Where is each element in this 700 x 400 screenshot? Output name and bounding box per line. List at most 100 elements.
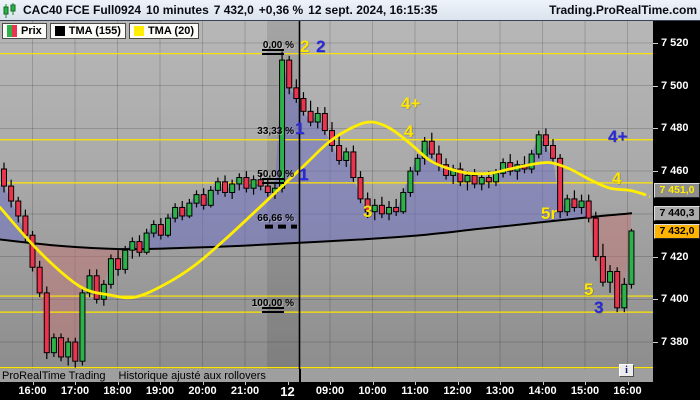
time-tick <box>117 382 119 385</box>
wave-count-annotation[interactable]: 1 <box>299 165 309 184</box>
quote-datetime: 12 sept. 2024, 16:15:35 <box>308 3 438 17</box>
candle-body <box>364 198 371 213</box>
candle-body <box>115 258 122 270</box>
candle-body <box>621 283 628 309</box>
candle-body <box>36 266 43 294</box>
candle-body <box>8 185 15 202</box>
brand-link[interactable]: Trading.ProRealTime.com <box>549 3 697 17</box>
day-separator-line <box>299 369 301 382</box>
time-label: 12:00 <box>443 385 472 397</box>
time-tick <box>330 382 331 385</box>
candle-body <box>585 200 592 219</box>
candles-layer <box>1 51 635 368</box>
price-axis[interactable]: 7 520 7 500 7 480 7 460 7 420 7 400 7 380 7 451… <box>653 21 700 382</box>
time-tick <box>245 382 246 385</box>
time-tick <box>202 382 204 385</box>
fib-level-label[interactable]: 100,00 % <box>251 298 294 310</box>
wave-count-annotation[interactable]: 2 <box>316 37 326 56</box>
wave-count-annotation[interactable]: 4+ <box>401 94 421 113</box>
fib-anchor-ticks <box>262 48 284 55</box>
time-label: 10:00 <box>358 385 387 397</box>
candle-body <box>250 179 257 189</box>
time-tick <box>32 382 34 385</box>
wave-count-annotation[interactable]: 5r <box>541 204 558 223</box>
candle-body <box>614 271 621 309</box>
time-tick <box>585 382 586 385</box>
candle-body <box>29 234 36 268</box>
wave-count-annotation[interactable]: 1 <box>295 119 305 138</box>
price-above-tma-fill <box>140 61 589 249</box>
legend-item-tma20[interactable]: TMA (20) <box>128 23 199 39</box>
candle-body <box>172 206 179 219</box>
price-tick-mark <box>653 85 658 87</box>
fib-level-label[interactable]: 0,00 % <box>262 39 294 51</box>
time-label: 18:00 <box>103 385 132 397</box>
candle-body <box>478 177 485 185</box>
candle-body <box>200 194 207 206</box>
candle-body <box>279 59 286 189</box>
fib-level-label[interactable]: 66,66 % <box>257 212 294 224</box>
time-tick <box>542 382 544 385</box>
time-axis[interactable]: 16:00 17:00 18:00 19:00 20:00 21:00 12 09:00 10:… <box>0 382 700 400</box>
time-tick <box>372 382 374 385</box>
candle-body <box>357 177 364 200</box>
time-label: 19:00 <box>145 385 175 397</box>
candle-body <box>214 181 221 191</box>
instrument-name: CAC40 FCE Full0924 <box>23 3 142 17</box>
candle-body <box>542 134 549 147</box>
candle-body <box>557 157 564 213</box>
candle-body <box>229 183 236 193</box>
wave-count-annotation[interactable]: 4 <box>404 122 414 141</box>
price-chart[interactable] <box>0 21 653 369</box>
wave-count-annotation[interactable]: 5 <box>584 280 594 299</box>
wave-count-annotation[interactable]: 3 <box>363 202 373 221</box>
candle-body <box>50 337 57 354</box>
candle-body <box>386 206 393 215</box>
candle-body <box>421 140 428 159</box>
fib-level-label[interactable]: 50,00 % <box>257 168 294 180</box>
candle-body <box>15 200 22 217</box>
candle-body <box>550 145 557 159</box>
candle-body <box>150 224 157 234</box>
candle-body <box>528 153 535 170</box>
candle-body <box>300 98 307 112</box>
price-tick-label: 7 400 <box>661 293 689 306</box>
chart-legend: Prix TMA (155) TMA (20) <box>2 23 199 39</box>
time-tick <box>287 382 289 385</box>
wave-count-annotation[interactable]: 4+ <box>608 127 628 146</box>
last-price-marker: 7 432,0 <box>654 223 700 239</box>
fib-level-label[interactable]: 33,33 % <box>257 125 294 137</box>
status-bar: ProRealTime Trading Historique ajusté au… <box>0 369 653 382</box>
time-label: 21:00 <box>230 385 260 397</box>
time-label: 16:00 <box>613 385 642 397</box>
candle-body <box>592 217 599 258</box>
candle-body <box>535 134 542 155</box>
price-tick-label: 7 500 <box>661 79 689 92</box>
color-swatch-icon <box>54 26 65 36</box>
date-label: 12 <box>280 384 295 399</box>
candle-body <box>207 189 214 206</box>
wave-count-annotation[interactable]: 4 <box>612 169 622 188</box>
candlestick-logo-icon <box>3 2 16 18</box>
candle-body <box>93 275 100 300</box>
candle-body <box>628 230 635 285</box>
legend-item-price[interactable]: Prix <box>2 23 47 39</box>
legend-label: TMA (20) <box>147 25 194 37</box>
time-label: 16:00 <box>18 385 47 397</box>
status-history-note: Historique ajusté aux rollovers <box>118 369 266 382</box>
time-label: 20:00 <box>188 385 217 397</box>
legend-item-tma155[interactable]: TMA (155) <box>49 23 126 39</box>
time-label: 17:00 <box>60 385 90 397</box>
candle-body <box>100 283 107 300</box>
chart-canvas[interactable]: 0,00 % 33,33 % 50,00 % 66,66 % 100,00 % 2 2 1 1 3… <box>0 21 653 369</box>
candle-body <box>378 204 385 215</box>
candle-body <box>471 174 478 185</box>
wave-count-annotation[interactable]: 2 <box>300 37 310 56</box>
candle-body <box>222 181 229 193</box>
candle-body <box>164 217 171 236</box>
price-tick-label: 7 420 <box>661 250 689 263</box>
time-tick <box>500 382 501 385</box>
wave-count-annotation[interactable]: 3 <box>594 298 604 317</box>
info-button[interactable]: i <box>619 364 634 377</box>
